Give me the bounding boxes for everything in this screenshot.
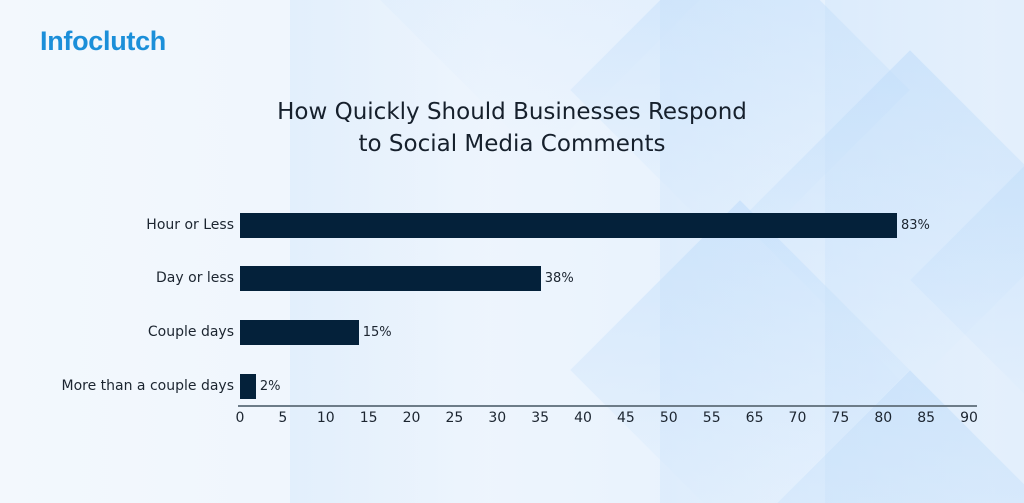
x-tick-label: 45: [617, 410, 635, 426]
value-label: 38%: [544, 271, 574, 286]
bar: [240, 320, 359, 345]
category-label: Hour or Less: [146, 217, 234, 233]
x-tick-label: 20: [402, 410, 421, 426]
x-tick-label: 55: [702, 410, 721, 426]
x-tick-label: 25: [445, 410, 464, 426]
x-tick-label: 30: [488, 410, 507, 426]
value-label: 15%: [362, 325, 392, 340]
x-tick-label: 75: [831, 410, 850, 426]
chart-title-line-1: How Quickly Should Businesses Respond: [277, 99, 747, 125]
x-tick-label: 0: [235, 410, 245, 426]
bar: [240, 213, 897, 238]
x-axis-line: [238, 405, 977, 407]
x-tick-label: 65: [745, 410, 764, 426]
chart-title: How Quickly Should Businesses Respond to…: [0, 96, 1024, 160]
chart-title-line-2: to Social Media Comments: [358, 131, 666, 157]
x-tick-label: 80: [874, 410, 893, 426]
x-tick-label: 70: [788, 410, 807, 426]
x-tick-label: 10: [316, 410, 335, 426]
category-label: More than a couple days: [61, 378, 234, 394]
x-tick-label: 35: [531, 410, 550, 426]
x-tick-label: 5: [278, 410, 288, 426]
bar: [240, 374, 256, 399]
x-tick-label: 90: [960, 410, 978, 426]
x-tick-label: 85: [917, 410, 936, 426]
category-label: Couple days: [147, 324, 234, 340]
x-tick-label: 15: [359, 410, 378, 426]
x-tick-label: 40: [574, 410, 592, 426]
value-label: 2%: [259, 379, 281, 394]
value-label: 83%: [901, 218, 930, 233]
category-label: Day or less: [156, 270, 234, 286]
bar: [240, 266, 541, 291]
x-tick-label: 50: [659, 410, 678, 426]
brand-logo: Infoclutch: [40, 26, 166, 56]
